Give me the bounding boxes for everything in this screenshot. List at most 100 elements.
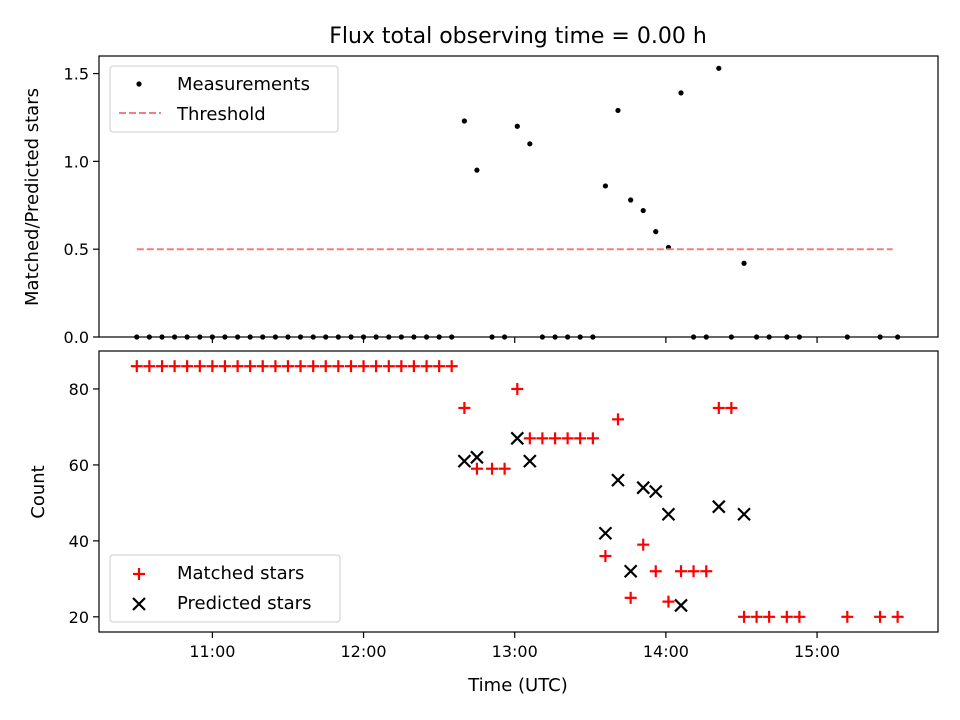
matched-star-point <box>458 401 471 414</box>
measurement-point <box>678 90 684 96</box>
measurement-point <box>741 260 747 266</box>
bottom-plot-frame <box>98 350 939 633</box>
predicted-star-point <box>674 598 688 613</box>
y-tick-label: 0.0 <box>64 328 89 347</box>
top-y-ticks: 0.0 0.5 1.0 1.5 <box>64 65 99 347</box>
x-tick-label: 14:00 <box>643 642 689 661</box>
matched-star-point <box>218 360 231 373</box>
predicted-star-point <box>598 526 613 541</box>
matched-star-point <box>445 360 458 373</box>
legend-predicted-marker <box>132 597 146 611</box>
matched-star-point <box>561 432 574 445</box>
x-tick-label: 11:00 <box>189 642 235 661</box>
matched-star-point <box>574 432 587 445</box>
matched-star-point <box>637 538 650 551</box>
matched-star-point <box>130 360 143 373</box>
measurement-point <box>461 118 467 124</box>
matched-star-point <box>763 610 776 623</box>
matched-star-point <box>662 595 675 608</box>
matched-star-point <box>231 360 244 373</box>
predicted-star-point <box>737 507 751 522</box>
top-y-axis-label: Matched/Predicted stars <box>22 88 43 306</box>
matched-star-point <box>244 360 257 373</box>
y-tick-label: 1.0 <box>64 152 89 171</box>
measurement-point <box>628 197 634 203</box>
matched-star-point <box>281 360 294 373</box>
top-axes: 0.0 0.5 1.0 1.5 Matched/Predicted stars Mea… <box>22 55 939 347</box>
matched-star-point <box>750 610 763 623</box>
matched-star-point <box>874 610 887 623</box>
matched-star-point <box>611 413 624 426</box>
matched-star-point <box>294 360 307 373</box>
predicted-star-point <box>661 507 676 522</box>
bottom-legend: Matched stars Predicted stars <box>109 554 341 623</box>
bottom-legend-frame <box>109 554 341 623</box>
matched-star-point <box>181 360 194 373</box>
matched-star-point <box>687 565 700 578</box>
y-tick-label: 20 <box>69 608 89 627</box>
matched-star-point <box>700 565 713 578</box>
matched-star-point <box>841 610 854 623</box>
matched-star-point <box>256 360 269 373</box>
matched-star-point <box>407 360 420 373</box>
top-legend-frame <box>109 65 339 133</box>
matched-star-point <box>168 360 181 373</box>
chart-title: Flux total observing time = 0.00 h <box>329 24 707 49</box>
matched-star-point <box>382 360 395 373</box>
y-tick-label: 40 <box>69 532 89 551</box>
predicted-star-point <box>636 480 650 495</box>
predicted-star-point <box>523 454 537 468</box>
measurement-point <box>527 141 533 147</box>
matched-star-point <box>420 360 433 373</box>
top-plot-frame <box>98 55 939 338</box>
bottom-axes: 20 40 60 80 11:00 12:00 13:00 14:00 15:00 Count… <box>28 350 939 696</box>
legend-threshold-label: Threshold <box>176 104 266 125</box>
matched-star-point <box>649 565 662 578</box>
legend-measurements-label: Measurements <box>177 74 310 95</box>
matched-star-point <box>549 432 562 445</box>
matched-star-point <box>586 432 599 445</box>
predicted-star-point <box>510 431 525 446</box>
top-legend: Measurements Threshold <box>109 65 339 133</box>
matched-star-point <box>536 432 549 445</box>
measurement-point <box>602 183 609 189</box>
matched-star-point <box>395 360 408 373</box>
matched-star-point <box>307 360 320 373</box>
predicted-star-point <box>712 499 726 514</box>
predicted-star-point <box>470 450 484 465</box>
matched-star-point <box>156 360 169 373</box>
y-tick-label: 1.5 <box>64 65 89 84</box>
y-tick-label: 0.5 <box>64 240 89 259</box>
bottom-y-ticks: 20 40 60 80 <box>69 380 99 627</box>
matched-star-point <box>675 565 688 578</box>
measurement-point <box>474 167 480 173</box>
y-tick-label: 80 <box>69 380 89 399</box>
matched-star-point <box>357 360 370 373</box>
matched-star-point <box>498 462 511 475</box>
matched-star-point <box>345 360 358 373</box>
measurement-point <box>653 229 659 235</box>
legend-measurements-marker <box>136 81 142 87</box>
matched-star-point <box>486 462 499 475</box>
matched-star-point <box>370 360 383 373</box>
legend-matched-marker <box>133 568 145 580</box>
matched-star-point <box>624 591 637 604</box>
matched-star-point <box>780 610 793 623</box>
matched-star-point <box>319 360 332 373</box>
predicted-star-point <box>648 484 663 499</box>
matched-star-point <box>523 432 536 445</box>
predicted-star-point <box>623 564 638 579</box>
bottom-x-ticks: 11:00 12:00 13:00 14:00 15:00 <box>189 632 840 661</box>
x-axis-label: Time (UTC) <box>467 675 568 696</box>
matched-star-point <box>332 360 345 373</box>
matched-star-point <box>470 462 483 475</box>
top-x-ticks <box>211 337 818 343</box>
matched-star-point <box>269 360 282 373</box>
measurement-point <box>514 123 520 129</box>
matched-star-point <box>712 401 725 414</box>
matched-star-point <box>793 610 806 623</box>
matched-star-point <box>725 401 738 414</box>
measurement-point <box>716 65 722 71</box>
measurement-point <box>615 107 621 114</box>
